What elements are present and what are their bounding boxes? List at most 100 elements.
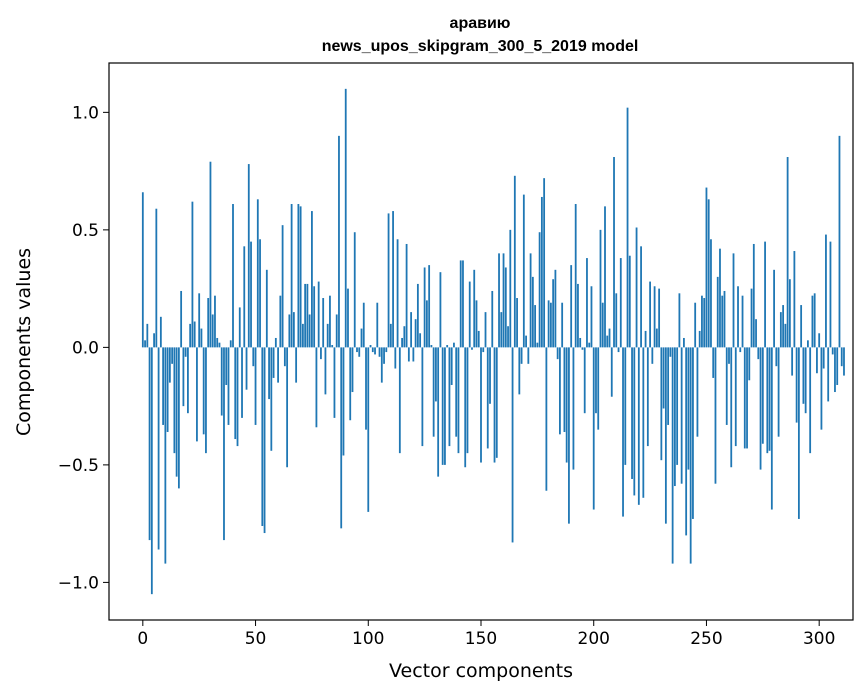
bar: [703, 298, 706, 348]
x-tick-label: 250: [690, 629, 722, 649]
bar: [606, 335, 609, 348]
bar: [683, 337, 685, 348]
bar: [651, 347, 654, 364]
bar: [701, 295, 703, 348]
bar: [586, 258, 588, 348]
y-axis-ticks: 1.0 0.5 0.0 −0.5 −1.0: [58, 103, 109, 593]
bar: [678, 293, 681, 348]
bar: [371, 347, 374, 353]
bar: [660, 347, 663, 461]
bar: [752, 243, 755, 348]
chart-title-line1: аравию: [450, 15, 511, 32]
bar: [655, 328, 658, 348]
bar: [403, 326, 406, 348]
bar: [453, 342, 455, 348]
bar: [441, 347, 444, 465]
bar: [522, 194, 525, 348]
bar: [349, 347, 352, 421]
bar: [290, 204, 293, 348]
bar: [459, 260, 462, 348]
bar: [301, 323, 304, 348]
bar: [516, 298, 518, 348]
bar: [538, 232, 541, 348]
bar: [696, 347, 699, 437]
bar: [263, 347, 266, 534]
bar: [640, 246, 642, 348]
bar: [590, 286, 593, 348]
bar: [653, 286, 656, 348]
y-tick-label: −0.5: [58, 456, 99, 476]
bar: [295, 347, 298, 383]
bar: [527, 347, 530, 364]
bar: [387, 213, 390, 348]
bar: [829, 241, 832, 348]
bar: [216, 337, 219, 348]
bar: [414, 319, 417, 348]
bar: [793, 251, 796, 348]
bar: [716, 276, 719, 348]
bar: [256, 199, 259, 348]
bar: [534, 305, 537, 348]
bar: [705, 187, 708, 348]
x-tick-label: 50: [245, 629, 267, 649]
bar: [448, 347, 451, 447]
bar: [211, 314, 214, 348]
bar: [599, 229, 602, 348]
y-tick-label: 1.0: [72, 103, 99, 123]
bar: [741, 295, 744, 348]
bar: [250, 241, 252, 348]
plot-frame: [108, 62, 854, 621]
bar: [595, 347, 597, 414]
bar: [646, 347, 649, 447]
bar: [437, 347, 440, 477]
bar: [473, 269, 476, 348]
bar: [561, 302, 564, 348]
bar: [698, 330, 701, 348]
bar: [335, 314, 338, 348]
bar: [734, 347, 737, 447]
bar: [270, 347, 273, 451]
bar: [432, 347, 435, 437]
x-axis-ticks: 0 50 100 150 200 250 300: [137, 620, 835, 649]
bar: [556, 347, 559, 360]
bar: [495, 347, 498, 458]
bar: [597, 347, 600, 430]
bar: [788, 279, 791, 348]
bar: [662, 347, 665, 409]
bar: [601, 302, 604, 348]
bar: [225, 347, 228, 385]
bar: [540, 196, 543, 348]
bar: [423, 267, 426, 348]
bar: [146, 323, 149, 348]
bar: [489, 347, 491, 404]
bar: [317, 281, 320, 348]
bar: [207, 298, 210, 348]
bar: [667, 347, 670, 425]
bar: [358, 347, 361, 357]
bar: [568, 347, 570, 524]
bar: [306, 283, 309, 348]
bar: [401, 337, 403, 348]
bar: [471, 347, 473, 350]
bar: [766, 347, 769, 454]
bar: [365, 347, 367, 430]
bar: [664, 347, 667, 524]
bar: [468, 281, 471, 348]
bar: [261, 347, 264, 526]
bar: [283, 347, 286, 367]
bar: [281, 225, 284, 348]
bar: [831, 347, 834, 355]
bar: [779, 312, 782, 348]
bar: [351, 347, 354, 393]
bar: [412, 347, 415, 362]
bar: [775, 347, 778, 367]
bar: [311, 211, 313, 348]
bar: [220, 347, 223, 416]
bar: [739, 347, 742, 353]
bar: [658, 288, 661, 348]
bar: [385, 347, 388, 353]
bar: [344, 88, 347, 348]
bar: [376, 302, 379, 348]
bar: [326, 323, 329, 348]
bar: [818, 333, 821, 348]
